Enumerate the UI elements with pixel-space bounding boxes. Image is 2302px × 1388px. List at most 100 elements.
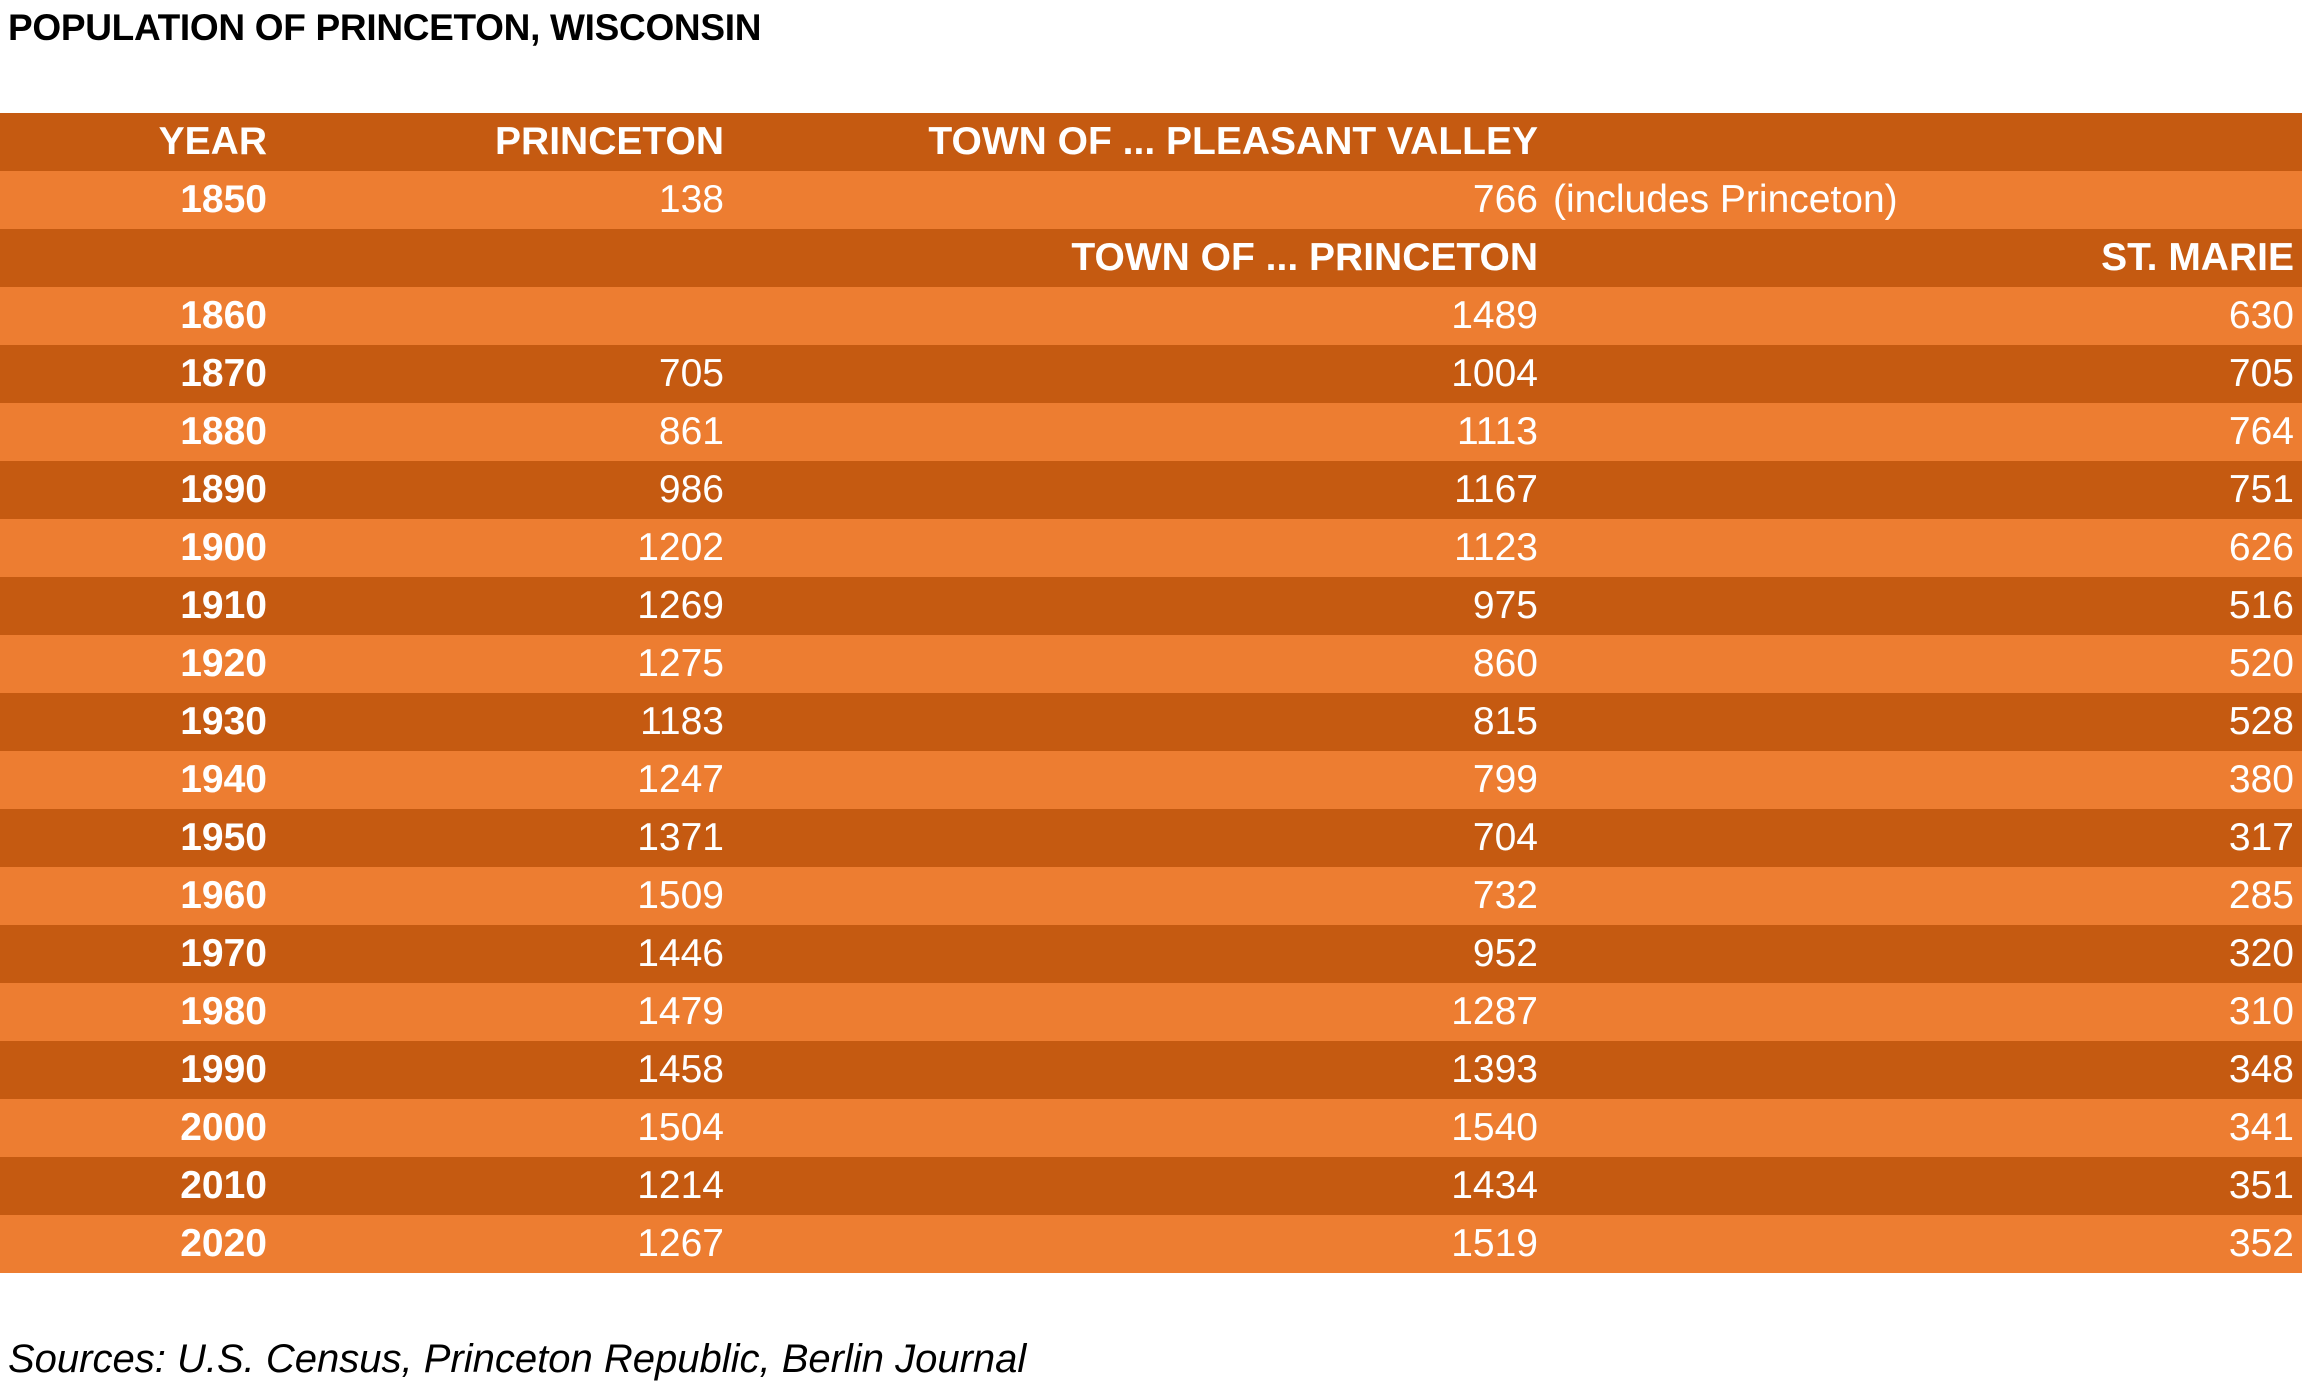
- population-table: YEAR PRINCETON TOWN OF ... PLEASANT VALL…: [0, 113, 2302, 1273]
- st-marie-cell: 520: [2228, 642, 2294, 685]
- st-marie-cell: 764: [2228, 410, 2294, 453]
- year-cell: 1910: [180, 584, 267, 627]
- town-cell: 975: [1472, 584, 1538, 627]
- princeton-cell: 1247: [637, 758, 724, 801]
- princeton-cell: 1269: [637, 584, 724, 627]
- year-cell: 1950: [180, 816, 267, 859]
- year-cell: 1850: [180, 178, 267, 221]
- princeton-cell: 138: [658, 178, 724, 221]
- table-row: 2000 1504 1540 341: [0, 1099, 2302, 1157]
- st-marie-cell: 317: [2228, 816, 2294, 859]
- header-st-marie: ST. MARIE: [2101, 236, 2294, 279]
- st-marie-cell: 751: [2228, 468, 2294, 511]
- town-cell: 1123: [1454, 526, 1538, 569]
- year-cell: 1930: [180, 700, 267, 743]
- table-row: 1970 1446 952 320: [0, 925, 2302, 983]
- town-cell: 732: [1472, 874, 1538, 917]
- year-cell: 1940: [180, 758, 267, 801]
- includes-princeton-note: (includes Princeton): [1553, 178, 1898, 221]
- year-cell: 2000: [180, 1106, 267, 1149]
- town-cell: 1540: [1451, 1106, 1538, 1149]
- table-row: 1950 1371 704 317: [0, 809, 2302, 867]
- town-cell: 1287: [1451, 990, 1538, 1033]
- st-marie-cell: 320: [2228, 932, 2294, 975]
- princeton-cell: 861: [658, 410, 724, 453]
- princeton-cell: 1509: [637, 874, 724, 917]
- table-row: 2020 1267 1519 352: [0, 1215, 2302, 1273]
- town-cell: 1393: [1451, 1048, 1538, 1091]
- page-title: POPULATION OF PRINCETON, WISCONSIN: [8, 7, 762, 48]
- town-cell: 1489: [1451, 294, 1538, 337]
- year-cell: 1860: [180, 294, 267, 337]
- year-cell: 2010: [180, 1164, 267, 1207]
- town-cell: 1434: [1451, 1164, 1538, 1207]
- princeton-cell: 1446: [637, 932, 724, 975]
- st-marie-cell: 285: [2228, 874, 2294, 917]
- town-cell: 766: [1472, 178, 1538, 221]
- princeton-cell: 1202: [637, 526, 724, 569]
- table-row: 1870 705 1004 705: [0, 345, 2302, 403]
- princeton-cell: 986: [658, 468, 724, 511]
- town-cell: 860: [1472, 642, 1538, 685]
- table-row: 1990 1458 1393 348: [0, 1041, 2302, 1099]
- header-town-pleasant-valley: TOWN OF ... PLEASANT VALLEY: [928, 120, 1538, 163]
- year-cell: 1870: [180, 352, 267, 395]
- header-year: YEAR: [158, 120, 267, 163]
- table-row: 1860 1489 630: [0, 287, 2302, 345]
- town-cell: 704: [1472, 816, 1538, 859]
- year-cell: 1880: [180, 410, 267, 453]
- st-marie-cell: 341: [2228, 1106, 2294, 1149]
- st-marie-cell: 705: [2228, 352, 2294, 395]
- table-row: 1890 986 1167 751: [0, 461, 2302, 519]
- data-rows: 1860 1489 630 1870 705 1004 705 1880 861 1113 764 1…: [0, 287, 2302, 1273]
- st-marie-cell: 352: [2228, 1222, 2294, 1265]
- st-marie-cell: 630: [2228, 294, 2294, 337]
- st-marie-cell: 626: [2228, 526, 2294, 569]
- st-marie-cell: 348: [2228, 1048, 2294, 1091]
- table-row: 1960 1509 732 285: [0, 867, 2302, 925]
- st-marie-cell: 351: [2228, 1164, 2294, 1207]
- princeton-cell: 705: [658, 352, 724, 395]
- town-cell: 952: [1472, 932, 1538, 975]
- header-row-town-princeton: TOWN OF ... PRINCETON ST. MARIE: [0, 229, 2302, 287]
- year-cell: 2020: [180, 1222, 267, 1265]
- princeton-cell: 1275: [637, 642, 724, 685]
- table-row: 1880 861 1113 764: [0, 403, 2302, 461]
- st-marie-cell: 380: [2228, 758, 2294, 801]
- row-1850: 1850 138 766 (includes Princeton): [0, 171, 2302, 229]
- year-cell: 1990: [180, 1048, 267, 1091]
- town-cell: 1113: [1457, 410, 1538, 453]
- year-cell: 1960: [180, 874, 267, 917]
- princeton-cell: 1214: [637, 1164, 724, 1207]
- sources-note: Sources: U.S. Census, Princeton Republic…: [8, 1337, 1027, 1381]
- st-marie-cell: 310: [2228, 990, 2294, 1033]
- header-princeton: PRINCETON: [495, 120, 724, 163]
- year-cell: 1980: [180, 990, 267, 1033]
- town-cell: 815: [1472, 700, 1538, 743]
- town-cell: 1519: [1451, 1222, 1538, 1265]
- princeton-cell: 1183: [640, 700, 724, 743]
- st-marie-cell: 516: [2228, 584, 2294, 627]
- princeton-cell: 1504: [637, 1106, 724, 1149]
- town-cell: 799: [1472, 758, 1538, 801]
- table-row: 1930 1183 815 528: [0, 693, 2302, 751]
- town-cell: 1167: [1454, 468, 1538, 511]
- st-marie-cell: 528: [2228, 700, 2294, 743]
- town-cell: 1004: [1451, 352, 1538, 395]
- year-cell: 1900: [180, 526, 267, 569]
- header-row-pleasant-valley: YEAR PRINCETON TOWN OF ... PLEASANT VALL…: [0, 113, 2302, 171]
- table-row: 1940 1247 799 380: [0, 751, 2302, 809]
- year-cell: 1970: [180, 932, 267, 975]
- table-row: 1920 1275 860 520: [0, 635, 2302, 693]
- table-row: 1900 1202 1123 626: [0, 519, 2302, 577]
- year-cell: 1920: [180, 642, 267, 685]
- table-row: 2010 1214 1434 351: [0, 1157, 2302, 1215]
- princeton-cell: 1267: [637, 1222, 724, 1265]
- princeton-cell: 1371: [637, 816, 724, 859]
- header-town-princeton: TOWN OF ... PRINCETON: [1071, 236, 1538, 279]
- princeton-cell: 1458: [637, 1048, 724, 1091]
- year-cell: 1890: [180, 468, 267, 511]
- table-row: 1980 1479 1287 310: [0, 983, 2302, 1041]
- table-row: 1910 1269 975 516: [0, 577, 2302, 635]
